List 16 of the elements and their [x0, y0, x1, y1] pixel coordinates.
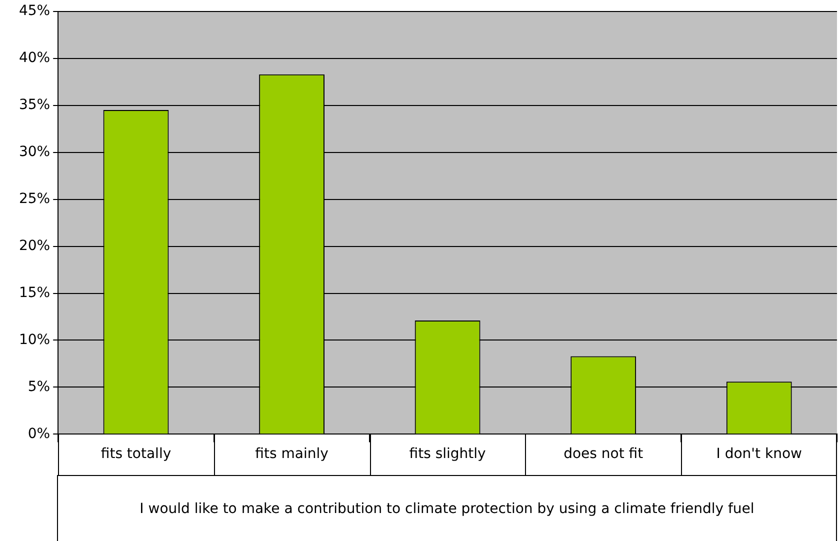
y-tick-label: 35% [18, 96, 50, 113]
y-tick-label: 5% [28, 378, 50, 395]
y-tick-label: 40% [18, 50, 50, 66]
x-tick-label: does not fit [564, 446, 644, 462]
x-tick-label: fits mainly [255, 446, 328, 462]
y-tick-label: 30% [18, 144, 50, 160]
y-tick-label: 0% [28, 426, 50, 442]
x-tick-label: fits totally [100, 446, 172, 462]
y-tick-label: 20% [18, 238, 50, 254]
x-axis-title: I would like to make a contribution to climate protection by using a climate friendly fuel [57, 475, 837, 541]
y-tick-label: 15% [18, 284, 50, 301]
x-tick-label: I don't know [716, 446, 802, 462]
y-tick-label: 25% [18, 190, 50, 207]
x-tick-label: fits slightly [409, 446, 486, 462]
y-tick-label: 10% [18, 332, 50, 348]
y-tick-label: 45% [18, 3, 50, 20]
